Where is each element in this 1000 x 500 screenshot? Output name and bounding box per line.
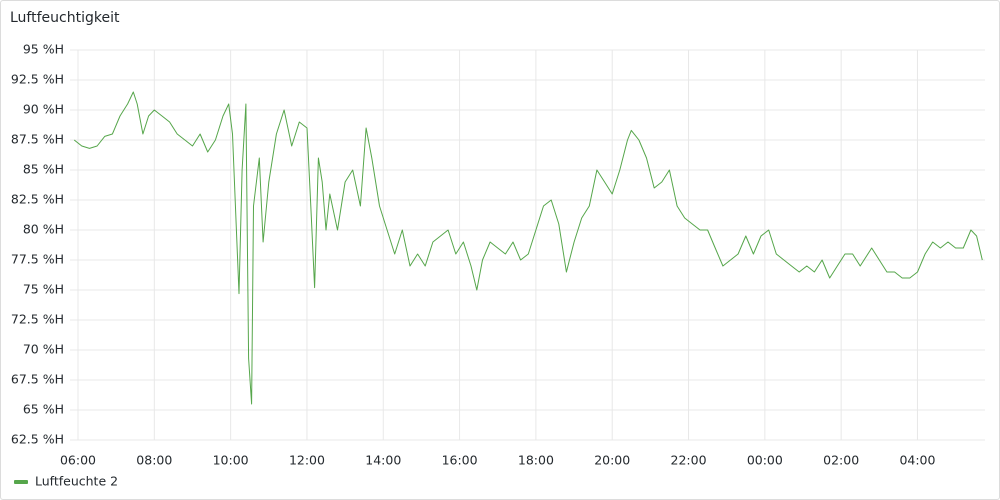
- legend-swatch: [14, 480, 28, 484]
- chart-title: Luftfeuchtigkeit: [10, 10, 120, 26]
- x-tick-label: 22:00: [671, 453, 707, 468]
- y-tick-label: 80 %H: [23, 222, 64, 237]
- y-tick-label: 72.5 %H: [11, 312, 64, 327]
- legend-label: Luftfeuchte 2: [35, 474, 118, 489]
- x-tick-label: 20:00: [594, 453, 630, 468]
- x-tick-label: 02:00: [823, 453, 859, 468]
- x-tick-label: 16:00: [442, 453, 478, 468]
- y-tick-label: 62.5 %H: [11, 432, 64, 447]
- y-tick-label: 90 %H: [23, 102, 64, 117]
- x-tick-label: 18:00: [518, 453, 554, 468]
- y-tick-label: 75 %H: [23, 282, 64, 297]
- y-tick-label: 65 %H: [23, 402, 64, 417]
- y-tick-label: 77.5 %H: [11, 252, 64, 267]
- y-tick-label: 85 %H: [23, 162, 64, 177]
- y-tick-label: 87.5 %H: [11, 132, 64, 147]
- data-line: [73, 91, 983, 405]
- x-tick-label: 04:00: [899, 453, 935, 468]
- x-tick-label: 10:00: [213, 453, 249, 468]
- x-tick-label: 14:00: [365, 453, 401, 468]
- y-tick-label: 67.5 %H: [11, 372, 64, 387]
- x-tick-label: 08:00: [136, 453, 172, 468]
- y-tick-label: 95 %H: [23, 42, 64, 57]
- y-tick-label: 92.5 %H: [11, 72, 64, 87]
- x-tick-label: 06:00: [60, 453, 96, 468]
- y-tick-label: 70 %H: [23, 342, 64, 357]
- x-tick-label: 12:00: [289, 453, 325, 468]
- x-tick-label: 00:00: [747, 453, 783, 468]
- y-tick-label: 82.5 %H: [11, 192, 64, 207]
